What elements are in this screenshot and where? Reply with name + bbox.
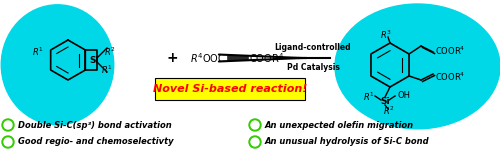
Text: COOR$^4$: COOR$^4$ [435,71,466,83]
Text: OH: OH [398,91,411,100]
Text: $R^1$: $R^1$ [32,46,44,58]
Circle shape [2,119,14,131]
Text: $R^1$: $R^1$ [363,91,375,103]
Text: $R^1$: $R^1$ [101,64,113,76]
Ellipse shape [1,5,114,125]
Text: Ligand-controlled: Ligand-controlled [274,43,351,52]
Text: Good regio- and chemoselectivty: Good regio- and chemoselectivty [18,137,174,147]
Text: Novel Si-based reaction!: Novel Si-based reaction! [153,84,307,94]
Text: An unusual hydrolysis of Si-C bond: An unusual hydrolysis of Si-C bond [265,137,430,147]
Circle shape [2,136,14,148]
Text: $R^2$: $R^2$ [383,105,395,117]
Text: COOR$^4$: COOR$^4$ [249,51,284,65]
Text: Double Si-C(sp³) bond activation: Double Si-C(sp³) bond activation [18,120,172,129]
Text: Si: Si [90,56,99,64]
Text: $R^4$OOC: $R^4$OOC [190,51,226,65]
FancyBboxPatch shape [155,78,305,100]
Text: $R^3$: $R^3$ [380,29,392,41]
Circle shape [249,136,261,148]
Text: COOR$^4$: COOR$^4$ [435,45,466,57]
Circle shape [251,138,259,146]
Text: An unexpected olefin migration: An unexpected olefin migration [265,120,414,129]
Circle shape [251,121,259,129]
Circle shape [249,119,261,131]
Circle shape [4,121,12,129]
Ellipse shape [335,4,500,129]
Text: Pd Catalysis: Pd Catalysis [286,63,340,72]
Text: Si: Si [380,96,390,105]
Text: $R^2$: $R^2$ [104,46,116,58]
Circle shape [4,138,12,146]
Text: +: + [166,51,178,65]
